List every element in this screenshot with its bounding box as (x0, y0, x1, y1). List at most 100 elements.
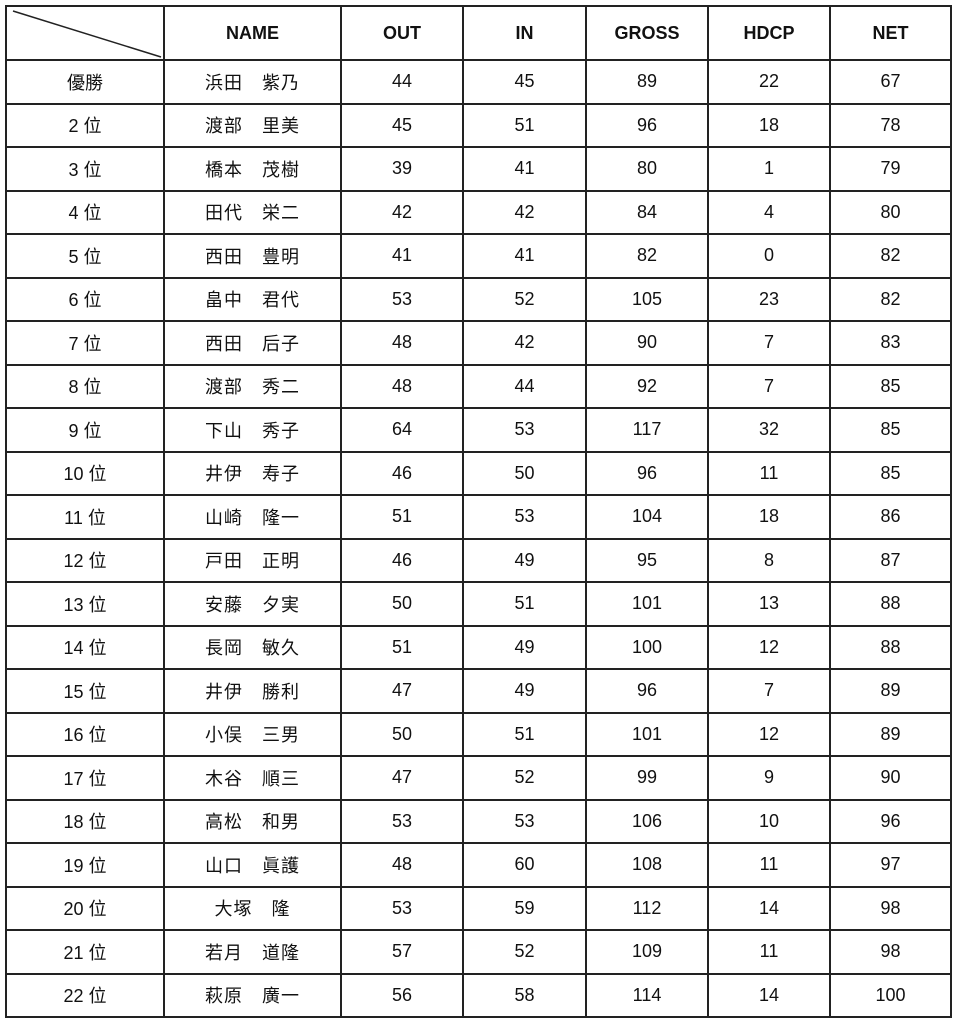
hdcp-cell: 12 (707, 711, 831, 757)
in-cell: 44 (462, 363, 587, 409)
out-cell: 39 (340, 146, 464, 192)
table-row: 11 位山崎 隆一 51 53 104 18 86 (5, 494, 952, 540)
rank-cell: 16 位 (5, 711, 165, 757)
gross-cell: 112 (585, 885, 709, 931)
hdcp-cell: 1 (707, 146, 831, 192)
hdcp-cell: 8 (707, 537, 831, 583)
gross-cell: 96 (585, 102, 709, 148)
rank-cell: 13 位 (5, 581, 165, 627)
in-cell: 52 (462, 755, 587, 801)
in-cell: 51 (462, 581, 587, 627)
gross-cell: 89 (585, 59, 709, 105)
in-cell: 41 (462, 233, 587, 279)
corner-cell (5, 5, 165, 61)
hdcp-cell: 11 (707, 929, 831, 975)
rank-cell: 20 位 (5, 885, 165, 931)
in-cell: 41 (462, 146, 587, 192)
hdcp-cell: 22 (707, 59, 831, 105)
name-cell: 長岡 敏久 (163, 624, 342, 670)
net-cell: 80 (829, 189, 952, 235)
gross-cell: 95 (585, 537, 709, 583)
in-cell: 58 (462, 972, 587, 1018)
gross-cell: 101 (585, 581, 709, 627)
gross-cell: 90 (585, 320, 709, 366)
gross-cell: 106 (585, 798, 709, 844)
out-cell: 41 (340, 233, 464, 279)
table-row: 19 位山口 眞護 48 60 108 11 97 (5, 842, 952, 888)
net-cell: 85 (829, 450, 952, 496)
hdcp-cell: 0 (707, 233, 831, 279)
net-cell: 83 (829, 320, 952, 366)
hdcp-cell: 7 (707, 320, 831, 366)
name-cell: 山崎 隆一 (163, 494, 342, 540)
gross-cell: 96 (585, 668, 709, 714)
name-cell: 渡部 秀二 (163, 363, 342, 409)
name-cell: 戸田 正明 (163, 537, 342, 583)
rank-cell: 5 位 (5, 233, 165, 279)
name-cell: 高松 和男 (163, 798, 342, 844)
hdcp-cell: 14 (707, 972, 831, 1018)
hdcp-cell: 18 (707, 102, 831, 148)
out-cell: 51 (340, 494, 464, 540)
header-gross: GROSS (585, 5, 709, 61)
net-cell: 87 (829, 537, 952, 583)
table-row: 10 位井伊 寿子 46 50 96 11 85 (5, 450, 952, 496)
net-cell: 89 (829, 711, 952, 757)
in-cell: 49 (462, 668, 587, 714)
gross-cell: 80 (585, 146, 709, 192)
out-cell: 44 (340, 59, 464, 105)
header-in: IN (462, 5, 587, 61)
net-cell: 88 (829, 624, 952, 670)
rank-cell: 17 位 (5, 755, 165, 801)
table-row: 7 位西田 后子 48 42 90 7 83 (5, 320, 952, 366)
rank-cell: 優勝 (5, 59, 165, 105)
in-cell: 51 (462, 102, 587, 148)
header-hdcp: HDCP (707, 5, 831, 61)
hdcp-cell: 23 (707, 276, 831, 322)
table-row: 21 位若月 道隆 57 52 109 11 98 (5, 929, 952, 975)
in-cell: 53 (462, 798, 587, 844)
table-row: 14 位長岡 敏久 51 49 100 12 88 (5, 624, 952, 670)
hdcp-cell: 11 (707, 450, 831, 496)
table-row: 4 位田代 栄二 42 42 84 4 80 (5, 189, 952, 235)
out-cell: 50 (340, 711, 464, 757)
name-cell: 田代 栄二 (163, 189, 342, 235)
out-cell: 47 (340, 755, 464, 801)
net-cell: 79 (829, 146, 952, 192)
header-out: OUT (340, 5, 464, 61)
hdcp-cell: 11 (707, 842, 831, 888)
table-row: 22 位萩原 廣一 56 58 114 14 100 (5, 972, 952, 1018)
out-cell: 45 (340, 102, 464, 148)
out-cell: 53 (340, 276, 464, 322)
name-cell: 下山 秀子 (163, 407, 342, 453)
in-cell: 50 (462, 450, 587, 496)
name-cell: 井伊 寿子 (163, 450, 342, 496)
table-row: 12 位戸田 正明 46 49 95 8 87 (5, 537, 952, 583)
hdcp-cell: 12 (707, 624, 831, 670)
hdcp-cell: 7 (707, 363, 831, 409)
hdcp-cell: 14 (707, 885, 831, 931)
rank-cell: 14 位 (5, 624, 165, 670)
gross-cell: 101 (585, 711, 709, 757)
in-cell: 42 (462, 320, 587, 366)
out-cell: 46 (340, 450, 464, 496)
name-cell: 井伊 勝利 (163, 668, 342, 714)
net-cell: 98 (829, 929, 952, 975)
hdcp-cell: 13 (707, 581, 831, 627)
in-cell: 42 (462, 189, 587, 235)
rank-cell: 18 位 (5, 798, 165, 844)
hdcp-cell: 10 (707, 798, 831, 844)
rank-cell: 7 位 (5, 320, 165, 366)
rank-cell: 11 位 (5, 494, 165, 540)
rank-cell: 15 位 (5, 668, 165, 714)
table-row: 3 位橋本 茂樹 39 41 80 1 79 (5, 146, 952, 192)
name-cell: 畠中 君代 (163, 276, 342, 322)
gross-cell: 108 (585, 842, 709, 888)
in-cell: 52 (462, 276, 587, 322)
hdcp-cell: 32 (707, 407, 831, 453)
net-cell: 97 (829, 842, 952, 888)
table-row: 17 位木谷 順三 47 52 99 9 90 (5, 755, 952, 801)
in-cell: 45 (462, 59, 587, 105)
in-cell: 53 (462, 407, 587, 453)
gross-cell: 96 (585, 450, 709, 496)
